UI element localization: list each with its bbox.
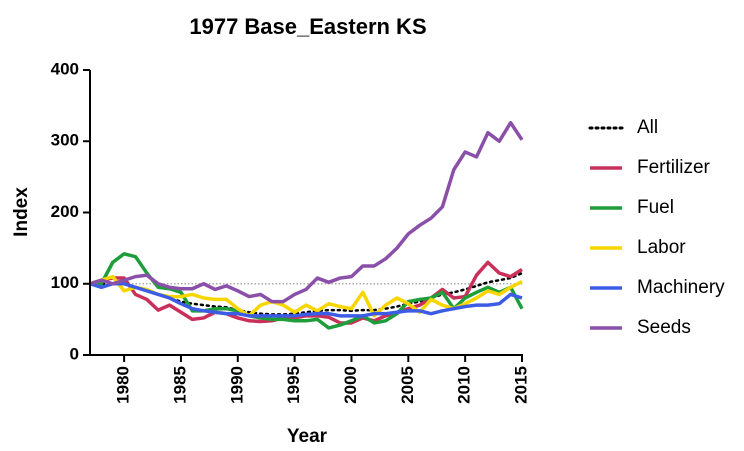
y-tick-label: 0 [70,344,79,363]
series-line [90,252,524,330]
x-tick-label: 2015 [511,366,530,404]
x-tick-label: 2005 [398,366,417,404]
y-tick-label: 300 [51,131,79,150]
x-tick-label: 1985 [170,366,189,404]
legend-label: Machinery [637,277,725,298]
x-tick-label: 2010 [455,366,474,404]
legend-label: Fertilizer [637,157,711,178]
x-tick-label: 1980 [114,366,133,404]
y-axis-label: Index [11,187,32,237]
x-axis-label: Year [287,426,328,447]
y-tick-label: 400 [51,59,79,78]
series-line [89,282,523,318]
chart-title: 1977 Base_Eastern KS [189,14,426,39]
x-tick-label: 2000 [341,366,360,404]
legend-label: Fuel [637,197,674,218]
x-tick-label: 1995 [284,366,303,404]
legend-label: Labor [637,237,686,258]
series-line [89,120,524,304]
y-tick-label: 200 [51,202,79,221]
x-tick-label: 1990 [227,366,246,404]
legend-label: Seeds [637,317,691,338]
legend-label: All [637,117,658,138]
y-tick-label: 100 [51,273,79,292]
